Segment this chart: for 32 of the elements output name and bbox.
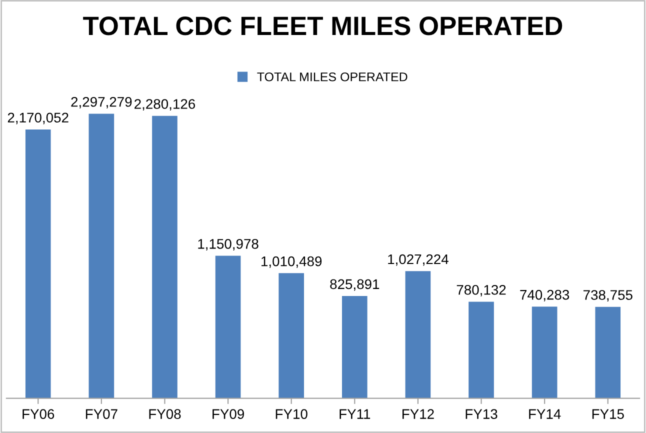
bar [342,296,368,398]
bar [468,302,494,398]
data-label: 2,280,126 [134,99,196,111]
legend-label: TOTAL MILES OPERATED [257,72,408,82]
bar [215,256,241,398]
bar [25,129,51,398]
x-tick-label: FY13 [466,409,498,419]
bar [88,114,114,398]
data-label: 740,283 [520,290,570,302]
bar [278,273,304,398]
x-tick-label: FY11 [340,409,370,419]
x-tick-label: FY15 [592,409,624,419]
bar [405,271,431,398]
data-label: 1,010,489 [262,256,322,268]
data-label: 780,132 [456,284,506,296]
bar [532,306,558,398]
data-label: 2,170,052 [8,112,68,124]
data-label: 2,297,279 [71,96,132,108]
x-tick-label: FY12 [402,409,434,419]
data-label: 738,755 [584,290,632,302]
bar [152,116,178,398]
x-tick-label: FY08 [149,409,181,419]
x-tick-label: FY07 [86,409,118,419]
data-label: 825,891 [330,279,380,291]
data-label: 1,150,978 [198,238,258,250]
x-tick-label: FY14 [529,409,561,419]
x-tick-label: FY06 [22,409,54,419]
x-tick-label: FY10 [276,409,308,419]
data-label: 1,027,224 [388,254,448,266]
bar [595,306,621,398]
x-tick-label: FY09 [212,409,244,419]
chart-title: TOTAL CDC FLEET MILES OPERATED [83,16,562,36]
